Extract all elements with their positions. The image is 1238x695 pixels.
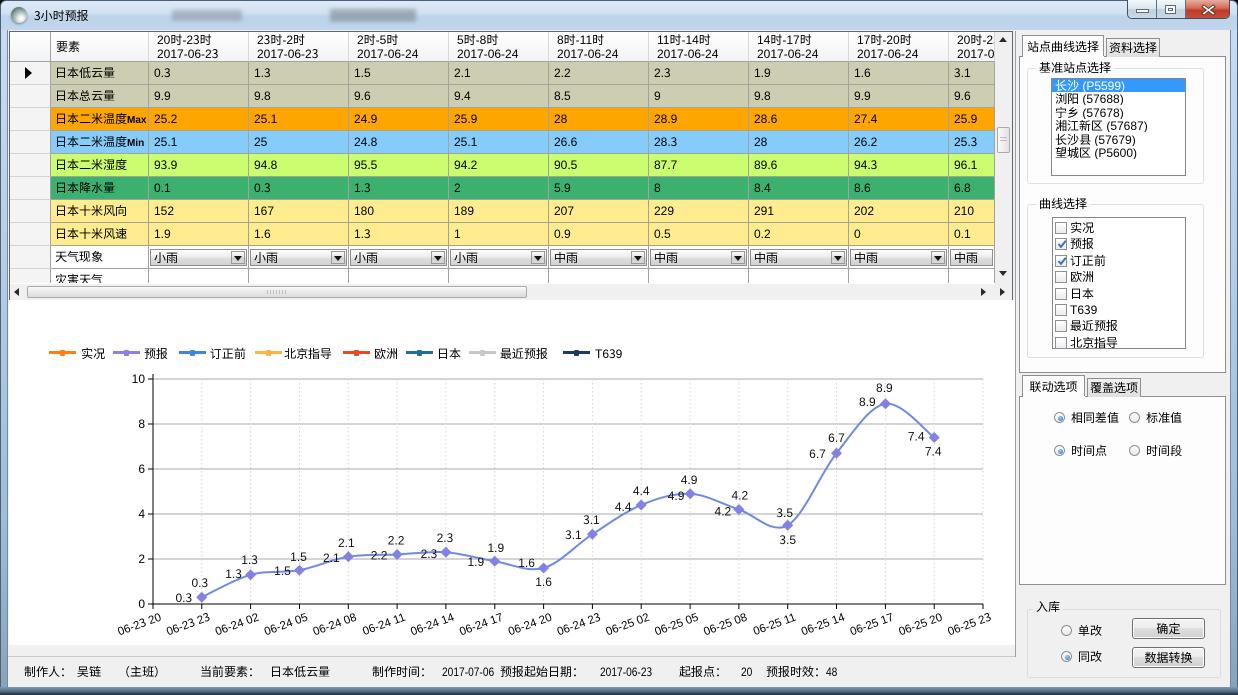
svg-text:3.5: 3.5 xyxy=(776,504,793,521)
svg-text:4.2: 4.2 xyxy=(732,487,749,504)
svg-text:1.9: 1.9 xyxy=(487,539,504,556)
svg-text:06-25 08: 06-25 08 xyxy=(701,609,749,640)
svg-text:2.1: 2.1 xyxy=(338,534,355,551)
svg-text:3.5: 3.5 xyxy=(779,531,796,548)
svg-text:06-24 05: 06-24 05 xyxy=(262,609,310,640)
svg-text:8.9: 8.9 xyxy=(876,379,893,396)
svg-text:4.9: 4.9 xyxy=(681,471,698,488)
svg-text:1.6: 1.6 xyxy=(518,554,535,571)
svg-text:06-25 23: 06-25 23 xyxy=(945,609,993,640)
svg-text:2.3: 2.3 xyxy=(421,545,438,562)
svg-text:2.2: 2.2 xyxy=(388,532,405,549)
svg-text:4.4: 4.4 xyxy=(633,482,650,499)
svg-text:0.3: 0.3 xyxy=(175,589,192,606)
svg-text:2.1: 2.1 xyxy=(323,549,340,566)
svg-text:06-23 23: 06-23 23 xyxy=(164,609,212,640)
svg-text:8: 8 xyxy=(138,415,145,432)
svg-text:06-24 02: 06-24 02 xyxy=(213,609,261,640)
svg-text:1.5: 1.5 xyxy=(290,548,307,565)
svg-text:06-25 02: 06-25 02 xyxy=(603,609,651,640)
svg-text:06-25 11: 06-25 11 xyxy=(751,609,798,639)
svg-text:06-25 20: 06-25 20 xyxy=(896,609,944,640)
svg-text:0: 0 xyxy=(138,595,145,612)
svg-text:06-25 14: 06-25 14 xyxy=(799,609,848,640)
svg-text:3.1: 3.1 xyxy=(583,511,600,528)
svg-text:8.9: 8.9 xyxy=(859,393,876,410)
svg-text:7.4: 7.4 xyxy=(908,428,925,445)
svg-text:1.5: 1.5 xyxy=(274,562,291,579)
svg-text:7.4: 7.4 xyxy=(925,443,942,460)
svg-text:06-23 20: 06-23 20 xyxy=(115,609,163,640)
svg-text:1.6: 1.6 xyxy=(535,573,552,590)
svg-text:06-24 20: 06-24 20 xyxy=(506,609,554,640)
svg-text:1.3: 1.3 xyxy=(225,565,242,582)
svg-text:4.9: 4.9 xyxy=(668,487,685,504)
svg-text:3.1: 3.1 xyxy=(565,526,582,543)
svg-text:06-25 17: 06-25 17 xyxy=(848,609,896,640)
svg-text:4.2: 4.2 xyxy=(715,503,732,520)
svg-text:06-24 08: 06-24 08 xyxy=(311,609,359,640)
svg-text:06-24 23: 06-24 23 xyxy=(555,609,603,640)
svg-text:10: 10 xyxy=(132,370,146,387)
svg-text:4: 4 xyxy=(138,505,145,522)
svg-text:1.3: 1.3 xyxy=(241,551,258,568)
svg-text:6.7: 6.7 xyxy=(828,429,845,446)
svg-text:06-24 11: 06-24 11 xyxy=(360,609,407,639)
svg-text:6.7: 6.7 xyxy=(809,445,826,462)
svg-text:06-24 17: 06-24 17 xyxy=(457,609,505,640)
svg-text:06-25 05: 06-25 05 xyxy=(652,609,700,640)
svg-text:2.2: 2.2 xyxy=(371,547,388,564)
svg-text:0.3: 0.3 xyxy=(191,574,208,591)
svg-text:1.9: 1.9 xyxy=(467,553,484,570)
svg-text:06-24 14: 06-24 14 xyxy=(408,609,457,640)
svg-text:2.3: 2.3 xyxy=(437,529,454,546)
svg-text:2: 2 xyxy=(138,550,145,567)
svg-text:6: 6 xyxy=(138,460,145,477)
svg-text:4.4: 4.4 xyxy=(615,498,632,515)
